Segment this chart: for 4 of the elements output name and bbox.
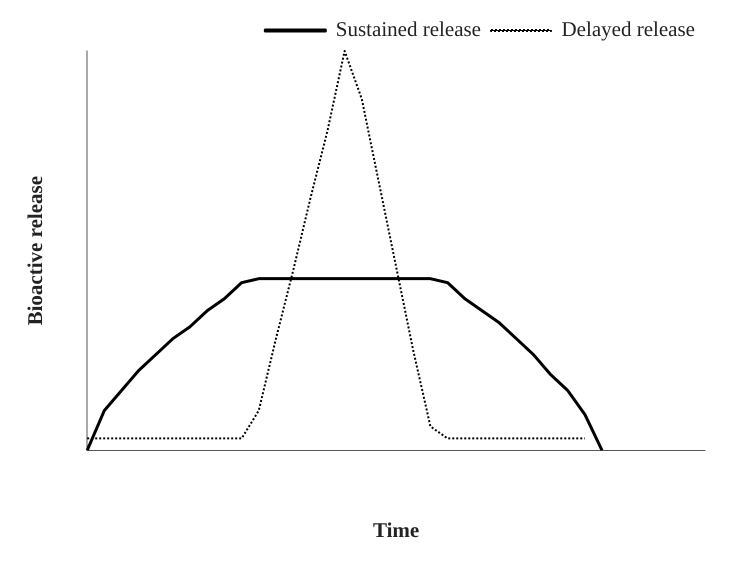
legend-label: Sustained release <box>336 17 482 42</box>
x-axis-title: Time <box>372 518 420 542</box>
y-axis-title: Bioactive release <box>23 176 48 326</box>
legend-label: Delayed release <box>562 17 696 42</box>
